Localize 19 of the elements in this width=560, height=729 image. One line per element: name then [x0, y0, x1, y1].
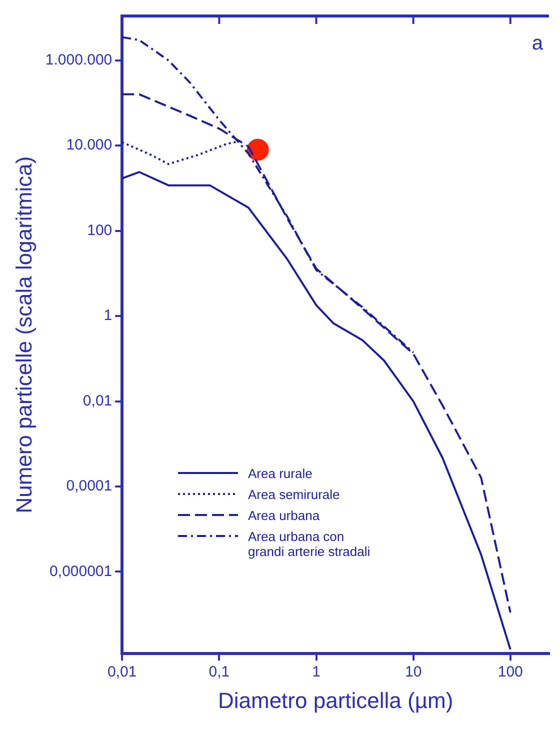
x-tick-label: 100 — [498, 664, 523, 681]
y-tick-label: 1.000.000 — [45, 52, 112, 69]
x-tick-label: 0,1 — [208, 664, 230, 681]
y-tick-label: 100 — [87, 222, 112, 239]
x-tick-label: 10 — [404, 664, 422, 681]
y-tick-label: 0,000001 — [50, 562, 112, 580]
y-tick-label: 10.000 — [66, 136, 112, 154]
y-tick-label: 1 — [104, 307, 112, 324]
annotation: a — [532, 32, 544, 55]
x-tick-label: 0,01 — [108, 664, 137, 681]
x-tick-label: 1 — [312, 664, 320, 681]
x-axis-title: Diametro particella (µm) — [218, 688, 454, 713]
y-tick-label: 0,0001 — [66, 478, 112, 495]
legend-label: Area semirurale — [248, 487, 341, 502]
legend-label: Area rurale — [248, 466, 314, 481]
y-axis-title: Numero particelle (scala logaritmica) — [11, 156, 36, 514]
y-tick-label: 0,01 — [82, 392, 112, 410]
legend-label: Area urbana — [248, 508, 321, 523]
legend-label: Area urbana con grandi arterie stradali — [248, 529, 372, 559]
